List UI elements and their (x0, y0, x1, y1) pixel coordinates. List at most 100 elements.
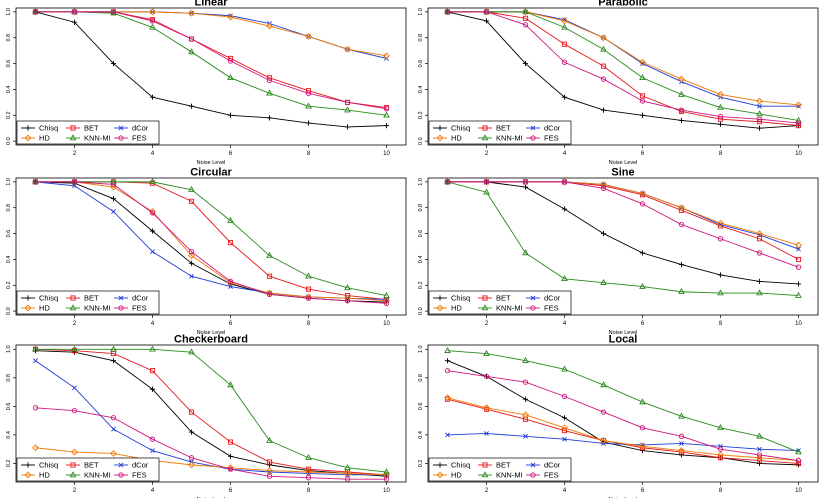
x-tick-label: 2 (485, 488, 489, 494)
legend-item-knn-mi-label: KNN-MI (84, 471, 111, 480)
series-hd-point (344, 470, 351, 477)
series-fes-line (35, 181, 387, 304)
series-knn-mi-point-shape (522, 249, 529, 256)
series-knn-mi-point-shape (795, 116, 802, 123)
y-tick-label: 0.6 (418, 60, 424, 68)
series-knn-mi-point (600, 381, 607, 388)
legend-item-dcor-marker (118, 462, 124, 468)
series-chisq-point-shape (149, 94, 156, 100)
series-chisq-point-shape (110, 358, 117, 364)
series-knn-mi-point-shape (444, 346, 451, 353)
series-knn-mi-point (383, 111, 390, 118)
legend-item-dcor-marker-shape (530, 462, 536, 468)
x-tick-label: 6 (229, 321, 233, 327)
series-chisq-point-shape (600, 230, 607, 237)
series-chisq-point (71, 19, 78, 25)
series-knn-mi-point (756, 432, 763, 439)
series-fes-point-shape (756, 116, 763, 122)
series-fes-point (149, 436, 156, 442)
series-knn-mi-point-shape (227, 216, 234, 223)
y-tick-label: 1.0 (6, 178, 12, 186)
series-hd-point-shape (717, 219, 724, 227)
series-knn-mi-point-shape (561, 365, 568, 372)
legend-item-fes: FES (526, 304, 559, 313)
series-hd-point (32, 444, 39, 452)
series-fes-point (266, 473, 273, 479)
series-knn-mi-point (383, 468, 390, 475)
legend-item-chisq: Chisq (433, 294, 470, 303)
series-hd-point-shape (756, 454, 763, 462)
legend-item-knn-mi-label: KNN-MI (496, 134, 523, 143)
panel-circular: Circular 2 4 6 8 10 Noise Level 0.0 0.2 0.4 0.6 0.8… (6, 167, 407, 336)
legend-item-knn-mi-marker-shape (481, 304, 489, 311)
legend-item-bet-marker-shape (70, 462, 76, 468)
series-hd-point-shape (717, 91, 724, 99)
legend-item-knn-mi: KNN-MI (478, 304, 523, 313)
legend-item-fes-label: FES (132, 304, 147, 313)
legend-item-dcor-label: dCor (544, 124, 561, 133)
series-hd-point (639, 58, 646, 66)
x-tick-label: 10 (795, 488, 802, 494)
x-tick-label: 8 (307, 488, 311, 494)
series-hd-point (717, 219, 724, 227)
series-chisq-point-shape (227, 112, 234, 118)
series-bet-point (717, 455, 724, 461)
legend-item-fes-marker (530, 135, 536, 141)
series-hd-point (795, 241, 802, 249)
series-hd-point-shape (305, 468, 312, 476)
series-knn-mi-point-shape (600, 278, 607, 285)
series-knn-mi-point-shape (227, 74, 234, 81)
legend-item-dcor-marker (530, 462, 536, 468)
series-knn-mi-point-shape (561, 275, 568, 282)
legend-item-hd-marker-shape (436, 304, 444, 312)
series-chisq-point-shape (561, 206, 568, 212)
legend-item-hd-marker-shape (24, 304, 32, 312)
series-fes (444, 179, 802, 270)
legend-item-dcor-marker-shape (118, 295, 124, 301)
series-fes-point (344, 476, 351, 482)
series-knn-mi-point (795, 448, 802, 455)
series-hd-point (678, 447, 685, 455)
series-fes-point (110, 9, 117, 15)
series-knn-mi-point (71, 345, 78, 352)
legend-item-hd-label: HD (39, 304, 50, 313)
series-hd-point (227, 464, 234, 472)
series-hd-point (717, 451, 724, 459)
legend-item-fes-label: FES (544, 134, 559, 143)
series-fes-point (149, 210, 156, 216)
series-dcor-line (447, 433, 799, 452)
x-tick-label: 6 (641, 151, 645, 157)
series-chisq-point (522, 60, 529, 67)
series-bet-point (717, 116, 724, 122)
series-knn-mi-point (639, 398, 646, 405)
series-chisq-point (600, 107, 607, 113)
series-bet-point-shape (795, 123, 802, 129)
x-tick-label: 8 (719, 151, 723, 157)
y-tick-label: 0.8 (6, 34, 12, 42)
legend-item-dcor: dCor (114, 124, 149, 133)
series-chisq-point-shape (110, 196, 117, 202)
legend-item-bet-marker-shape (482, 462, 488, 468)
series-chisq-point-shape (71, 19, 78, 25)
series-knn-mi-point (639, 74, 646, 81)
series-fes-point (678, 433, 685, 439)
legend-item-knn-mi-marker (481, 471, 489, 478)
series-bet-point-shape (717, 116, 724, 122)
x-tick-label: 6 (229, 488, 233, 494)
series-fes-point (561, 393, 568, 400)
legend-item-bet-label: BET (496, 461, 511, 470)
series-hd-point-shape (756, 97, 763, 105)
series-chisq-point-shape (717, 272, 724, 278)
legend-item-knn-mi-marker-shape (69, 471, 77, 478)
series-knn-mi-point-shape (639, 282, 646, 289)
series-hd-line (35, 447, 387, 476)
series-chisq-point (678, 261, 685, 268)
series-knn-mi-point (383, 291, 390, 298)
y-tick-label: 0.4 (6, 86, 12, 94)
legend-item-bet-label: BET (496, 294, 511, 303)
legend-item-chisq-label: Chisq (451, 294, 470, 303)
series-knn-mi-point-shape (149, 345, 156, 352)
series-knn-mi-point-shape (110, 345, 117, 352)
series-chisq-point-shape (522, 60, 529, 67)
legend-item-bet-marker (70, 295, 76, 301)
